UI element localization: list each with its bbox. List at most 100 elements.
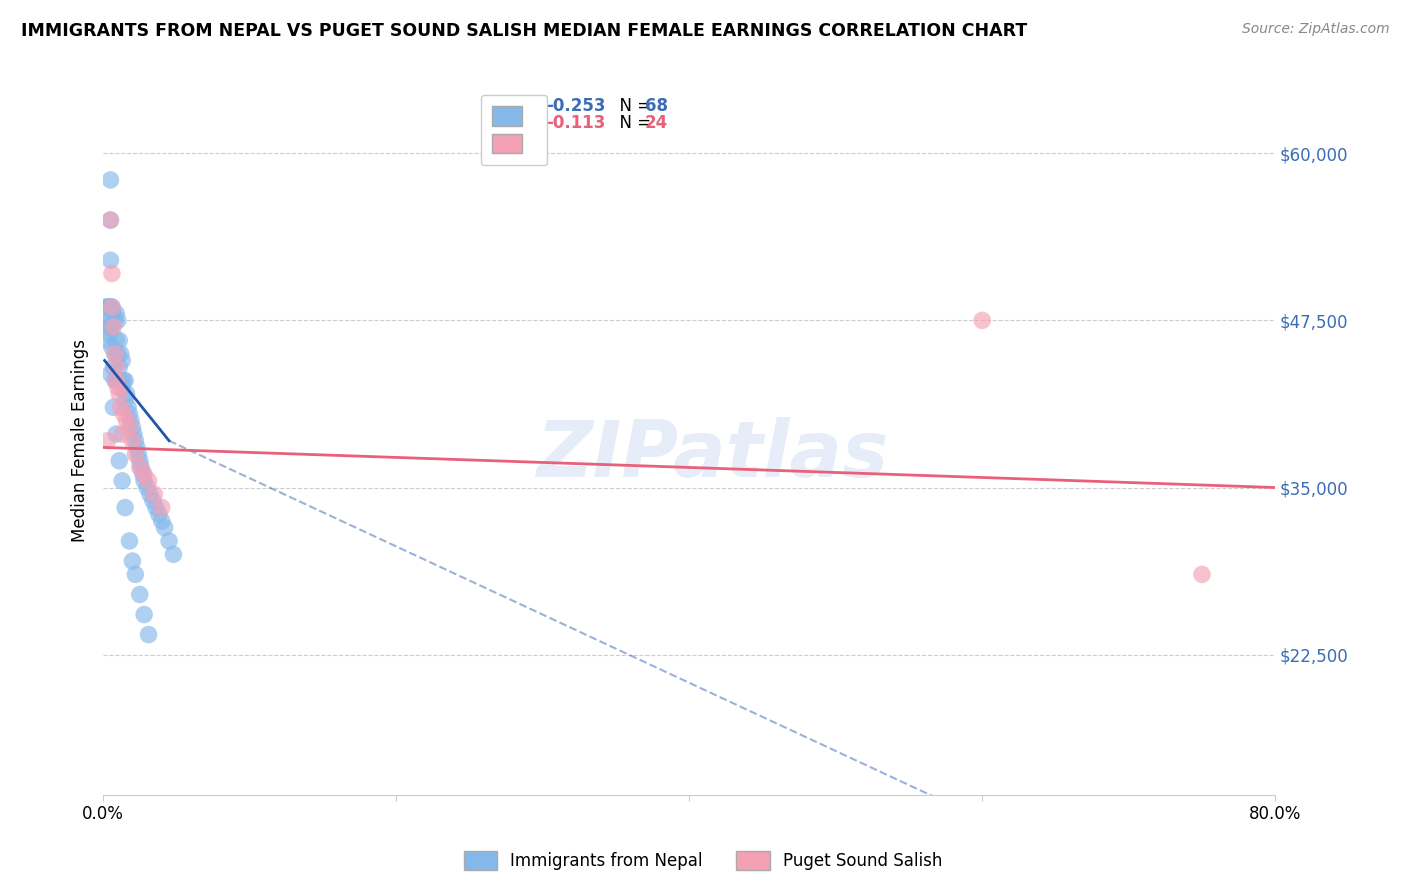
Point (100, 253, 122, 268)
Point (108, 334, 131, 348)
Point (108, 454, 131, 468)
Point (120, 414, 142, 428)
Point (96, 300, 118, 314)
Point (142, 494, 165, 508)
Legend: , : , (481, 95, 547, 165)
Point (98, 300, 121, 314)
Point (972, 313, 994, 327)
Point (157, 534, 180, 549)
Point (127, 447, 149, 461)
Text: ZIPatlas: ZIPatlas (537, 417, 889, 493)
Point (134, 467, 156, 482)
Point (117, 401, 139, 415)
Text: -0.253: -0.253 (546, 97, 606, 115)
Point (100, 367, 122, 381)
Point (124, 567, 146, 582)
Point (128, 460, 150, 475)
Point (100, 320, 122, 334)
Point (114, 500, 136, 515)
Text: 24: 24 (644, 114, 668, 132)
Point (129, 460, 152, 475)
Point (103, 320, 125, 334)
Point (150, 500, 173, 515)
Text: Source: ZipAtlas.com: Source: ZipAtlas.com (1241, 22, 1389, 37)
Point (96, 434, 118, 448)
Point (100, 213, 122, 227)
Point (143, 487, 166, 501)
Point (101, 300, 124, 314)
Text: 68: 68 (644, 97, 668, 115)
Point (114, 374, 136, 388)
Point (110, 374, 132, 388)
Point (110, 401, 132, 415)
Point (148, 508, 170, 522)
Point (105, 334, 128, 348)
Point (111, 474, 134, 488)
Point (153, 521, 176, 535)
Point (111, 353, 134, 368)
Point (112, 374, 135, 388)
Point (118, 420, 141, 434)
Point (98, 326, 121, 341)
Point (107, 347, 129, 361)
Point (107, 374, 129, 388)
Point (107, 380, 129, 394)
Point (134, 474, 156, 488)
Point (101, 300, 124, 314)
Point (138, 474, 160, 488)
Point (115, 414, 138, 428)
Point (122, 427, 145, 442)
Point (115, 387, 138, 401)
Point (94, 318, 117, 332)
Text: R =: R = (517, 114, 558, 132)
Point (105, 360, 128, 375)
Point (103, 401, 125, 415)
Legend: Immigrants from Nepal, Puget Sound Salish: Immigrants from Nepal, Puget Sound Salis… (457, 844, 949, 877)
Point (121, 420, 143, 434)
Point (100, 173, 122, 187)
Point (112, 407, 135, 421)
Point (139, 487, 162, 501)
Point (105, 374, 128, 388)
Point (114, 393, 136, 408)
Point (96, 334, 118, 348)
Point (98, 313, 121, 327)
Point (100, 213, 122, 227)
Point (100, 300, 122, 314)
Point (104, 347, 127, 361)
Point (124, 447, 146, 461)
Point (150, 514, 173, 528)
Point (104, 374, 127, 388)
Point (108, 387, 131, 401)
Text: N =: N = (609, 114, 657, 132)
Point (118, 407, 141, 421)
Point (105, 307, 128, 321)
Point (138, 627, 160, 641)
Point (108, 360, 131, 375)
Point (121, 554, 143, 568)
Point (104, 313, 127, 327)
Point (145, 500, 167, 515)
Point (124, 434, 146, 448)
Point (118, 534, 141, 549)
Point (128, 587, 150, 601)
Point (136, 481, 159, 495)
Point (111, 380, 134, 394)
Point (134, 607, 156, 622)
Text: -0.113: -0.113 (546, 114, 606, 132)
Point (128, 454, 150, 468)
Point (110, 347, 132, 361)
Point (103, 307, 125, 321)
Point (101, 340, 124, 354)
Point (162, 547, 184, 561)
Point (125, 441, 148, 455)
Text: IMMIGRANTS FROM NEPAL VS PUGET SOUND SALISH MEDIAN FEMALE EARNINGS CORRELATION C: IMMIGRANTS FROM NEPAL VS PUGET SOUND SAL… (21, 22, 1028, 40)
Point (101, 320, 124, 334)
Point (131, 467, 153, 482)
Point (104, 347, 127, 361)
Y-axis label: Median Female Earnings: Median Female Earnings (72, 339, 89, 542)
Point (101, 267, 124, 281)
Point (1191, 567, 1213, 582)
Text: N =: N = (609, 97, 657, 115)
Point (107, 313, 129, 327)
